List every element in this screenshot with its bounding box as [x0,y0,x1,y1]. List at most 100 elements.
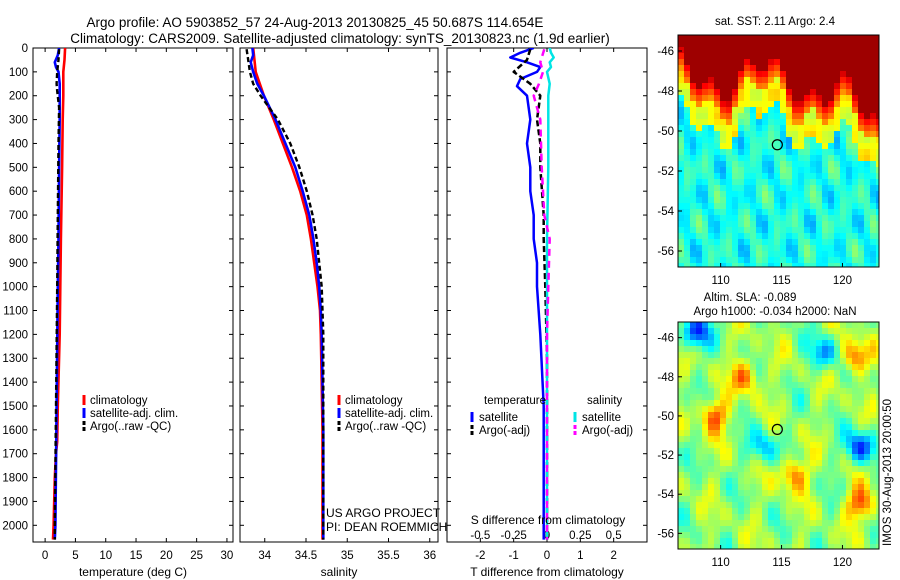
map-cell [774,346,781,353]
map-cell [834,167,841,174]
map-cell [774,107,781,114]
map-cell [738,460,745,467]
map-cell [828,340,835,347]
map-cell [852,161,859,168]
map-cell [816,502,823,509]
map-cell [816,448,823,455]
map-cell [726,161,733,168]
map-cell [780,125,787,132]
map-cell [792,544,799,549]
map-cell [846,400,853,407]
map-y-tick-label: -48 [657,372,674,384]
map-cell [864,119,871,126]
map-cell [774,496,781,503]
map-cell [786,149,793,156]
map-cell [852,119,859,126]
map-cell [792,490,799,497]
map-cell [792,161,799,168]
map-cell [840,394,847,401]
map-cell [726,454,733,461]
map-cell [828,137,835,144]
map-cell [750,107,757,114]
map-cell [756,436,763,443]
map-cell [714,113,721,120]
map-cell [768,119,775,126]
map-cell [780,484,787,491]
map-cell [810,59,817,66]
map-cell [744,478,751,485]
depth-tick-label: 700 [9,210,28,222]
map-cell [738,424,745,431]
map-cell [804,400,811,407]
map-cell [678,215,685,222]
map-cell [822,263,829,267]
map-cell [738,442,745,449]
map-cell [786,508,793,515]
map-cell [744,95,751,102]
map-cell [786,101,793,108]
map-cell [852,35,859,42]
map-cell [846,47,853,54]
map-cell [810,209,817,216]
map-cell [828,532,835,539]
map-cell [846,203,853,210]
map-cell [828,179,835,186]
map-cell [714,364,721,371]
map-cell [876,436,879,443]
map-cell [738,340,745,347]
series-line-argo-raw-qc- [245,49,325,540]
map-cell [774,418,781,425]
map-cell [702,364,709,371]
map-cell [876,460,879,467]
map-cell [834,185,841,192]
map-cell [756,322,763,329]
map-cell [876,490,879,497]
map-cell [702,406,709,413]
map-cell [768,221,775,228]
map-cell [870,173,877,180]
map-cell [744,185,751,192]
map-cell [732,394,739,401]
map-cell [828,227,835,234]
map-cell [840,257,847,264]
map-cell [858,508,865,515]
map-cell [846,179,853,186]
map-cell [684,71,691,78]
map-cell [678,239,685,246]
map-cell [780,119,787,126]
map-cell [684,203,691,210]
map-cell [708,412,715,419]
map-cell [732,322,739,329]
map-cell [696,35,703,42]
map-cell [828,406,835,413]
map-cell [822,59,829,66]
map-cell [816,400,823,407]
map-cell [804,113,811,120]
map-cell [822,167,829,174]
map-cell [876,245,879,252]
map-cell [768,251,775,258]
map-cell [678,526,685,533]
map-cell [864,418,871,425]
map-cell [750,388,757,395]
map-cell [696,382,703,389]
map-cell [798,394,805,401]
map-cell [858,125,865,132]
map-cell [804,71,811,78]
map-cell [870,257,877,264]
map-cell [714,53,721,60]
map-cell [732,65,739,72]
map-cell [780,526,787,533]
map-cell [684,490,691,497]
map-cell [726,215,733,222]
map-cell [864,209,871,216]
map-cell [864,239,871,246]
legend-label: Argo(..raw -QC) [90,421,171,433]
map-cell [702,358,709,365]
map-cell [798,161,805,168]
map-cell [858,382,865,389]
map-cell [792,352,799,359]
map-cell [738,233,745,240]
map-cell [864,179,871,186]
map-cell [822,101,829,108]
